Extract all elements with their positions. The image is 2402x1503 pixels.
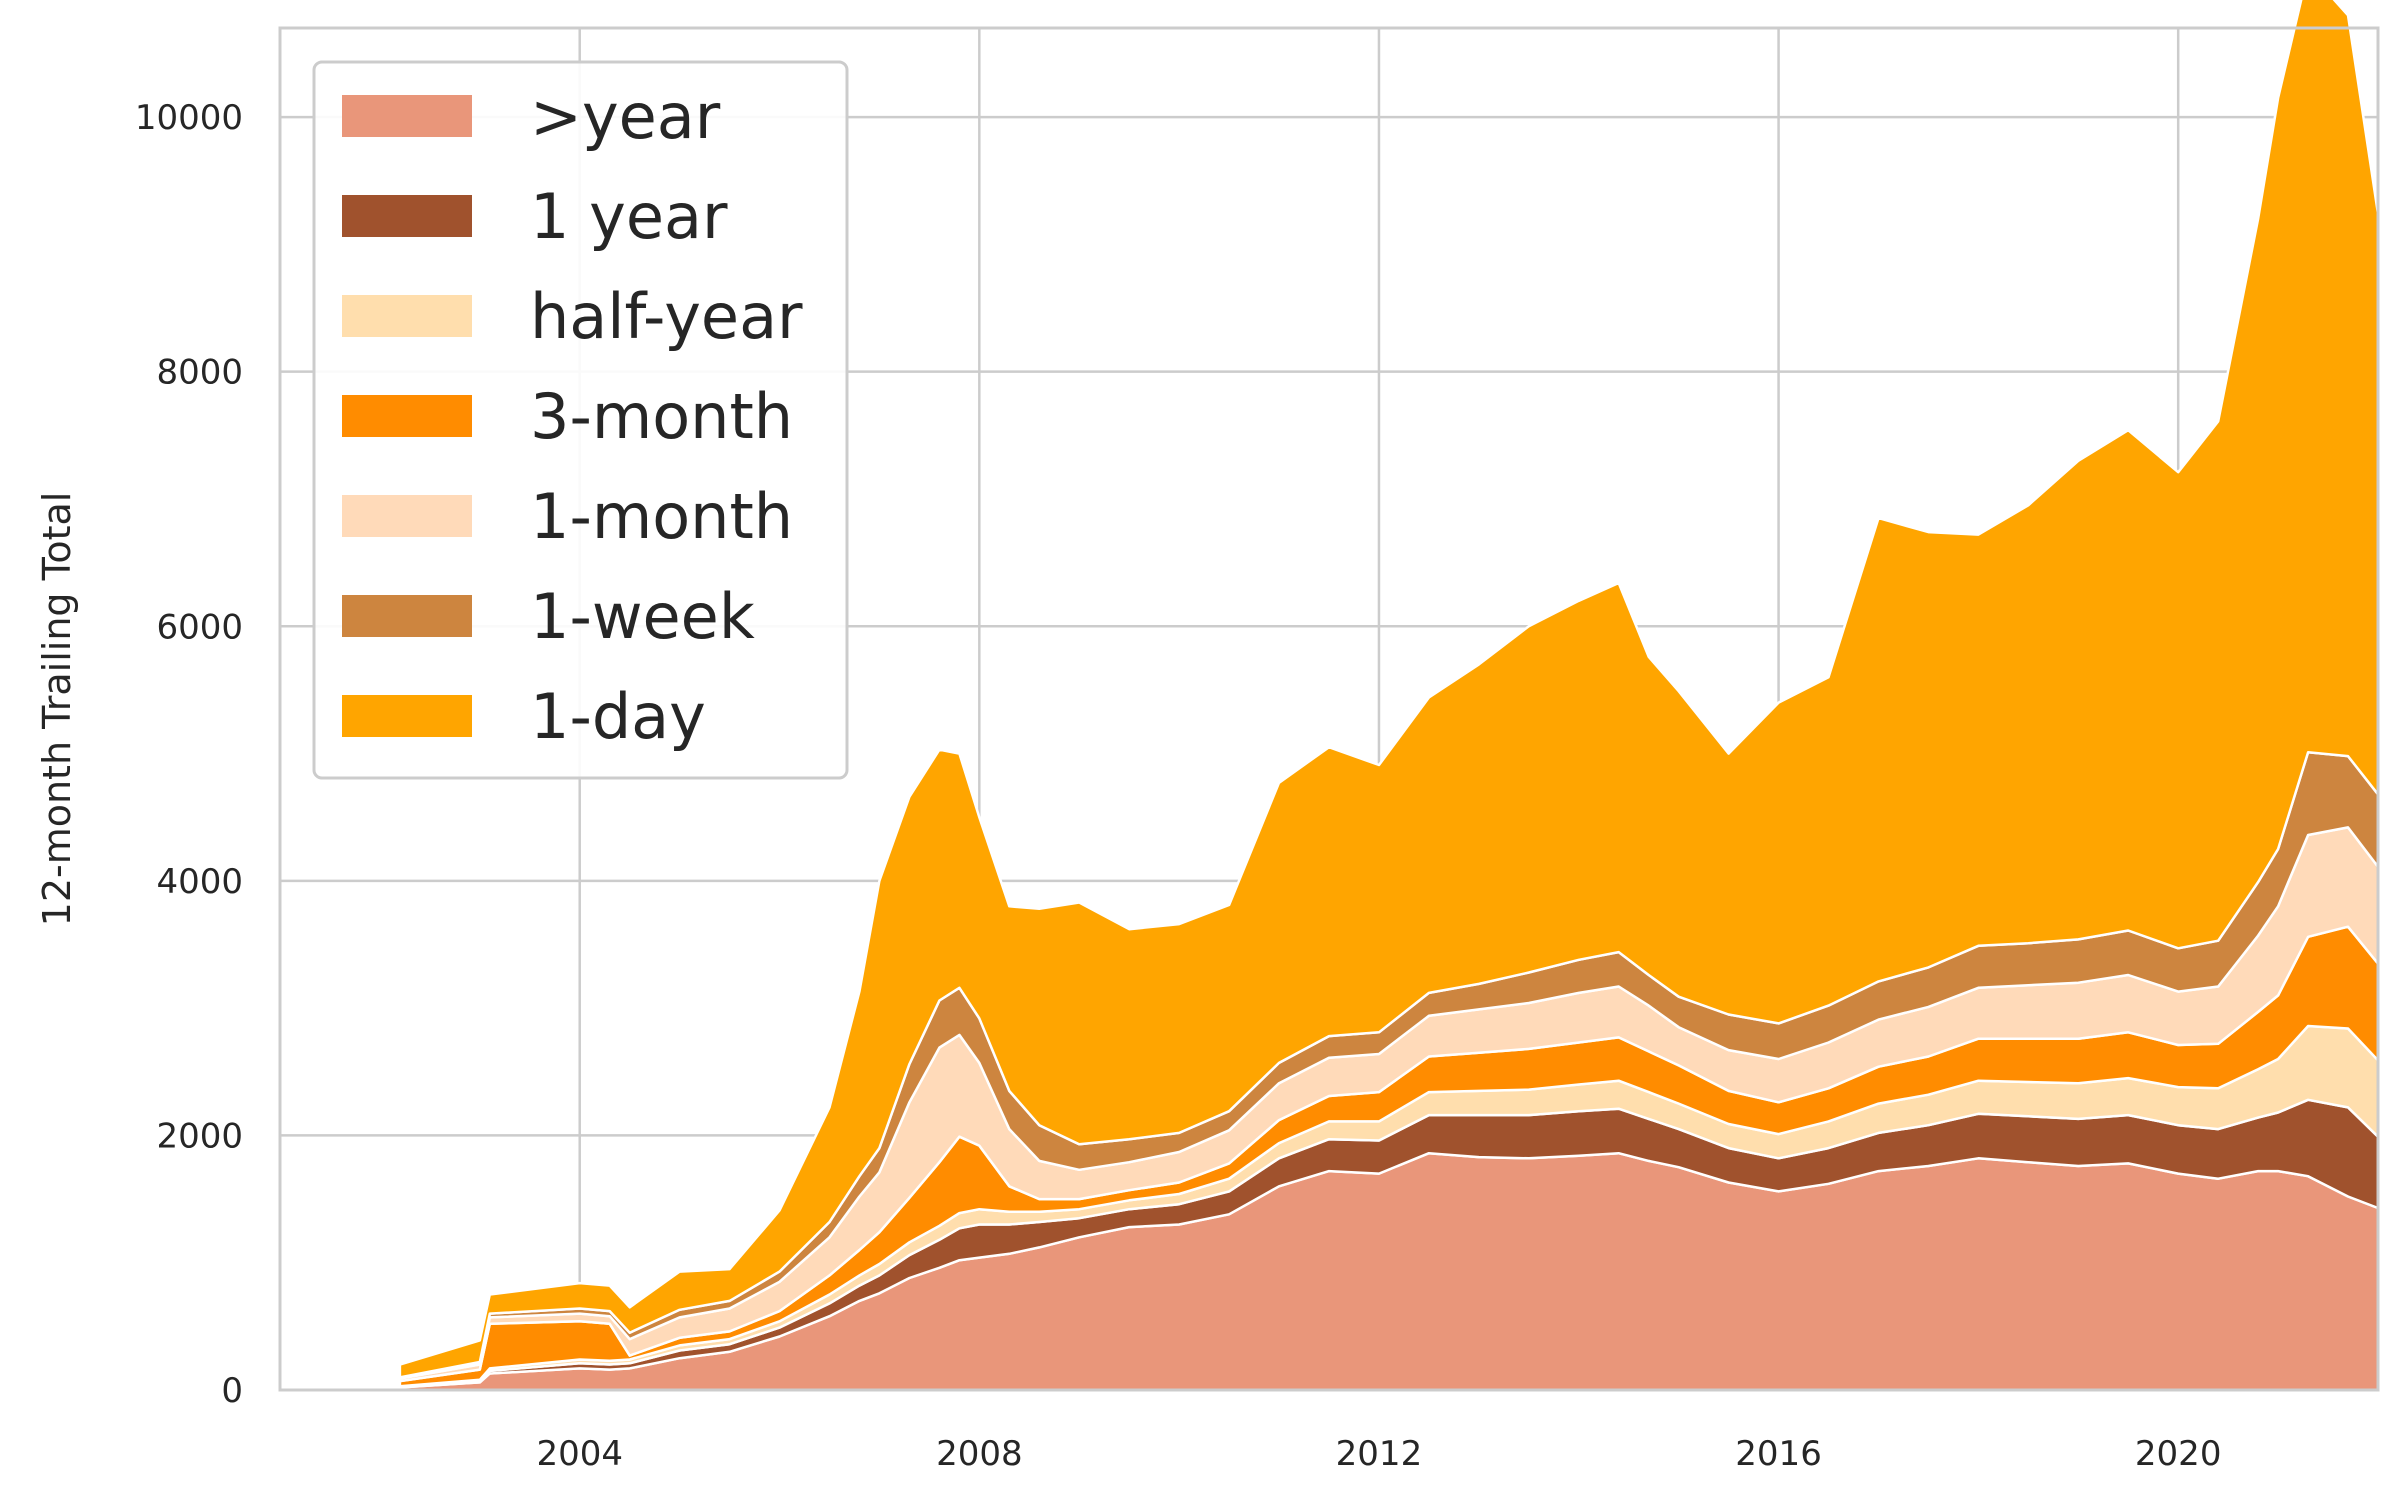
y-tick-label: 0 bbox=[221, 1371, 243, 1411]
x-tick-label: 2004 bbox=[536, 1434, 623, 1474]
x-tick-label: 2016 bbox=[1735, 1434, 1822, 1474]
plot-border bbox=[278, 26, 2380, 1392]
legend-swatch-4 bbox=[342, 395, 472, 437]
y-tick-label: 8000 bbox=[156, 353, 243, 393]
legend-label-4: 3-month bbox=[530, 380, 793, 453]
y-tick-label: 6000 bbox=[156, 607, 243, 647]
legend-label-2: 1 year bbox=[530, 180, 728, 253]
y-tick-label: 4000 bbox=[156, 862, 243, 902]
legend-label-6: 1-week bbox=[530, 580, 755, 653]
y-axis-label: 12-month Trailing Total bbox=[35, 492, 79, 927]
legend-swatch-5 bbox=[342, 495, 472, 537]
x-tick-label: 2012 bbox=[1336, 1434, 1423, 1474]
y-tick-label: 2000 bbox=[156, 1116, 243, 1156]
legend: >year 1 year half-year 3-month 1-month 1-week… bbox=[312, 60, 849, 780]
legend-swatch-7 bbox=[342, 695, 472, 737]
legend-label-3: half-year bbox=[530, 280, 803, 353]
x-tick-label: 2020 bbox=[2135, 1434, 2222, 1474]
legend-label-1: >year bbox=[530, 80, 721, 153]
x-tick-label: 2008 bbox=[936, 1434, 1023, 1474]
legend-label-5: 1-month bbox=[530, 480, 793, 553]
y-axis: 0 2000 4000 6000 8000 10000 bbox=[135, 98, 243, 1411]
legend-swatch-3 bbox=[342, 295, 472, 337]
legend-label-7: 1-day bbox=[530, 680, 706, 753]
legend-swatch-2 bbox=[342, 195, 472, 237]
y-tick-label: 10000 bbox=[135, 98, 243, 138]
area-layers bbox=[398, 0, 2380, 1392]
legend-swatch-6 bbox=[342, 595, 472, 637]
legend-swatch-1 bbox=[342, 95, 472, 137]
plot-frame bbox=[278, 26, 2380, 1392]
x-axis: 2004 2008 2012 2016 2020 bbox=[536, 1434, 2221, 1474]
